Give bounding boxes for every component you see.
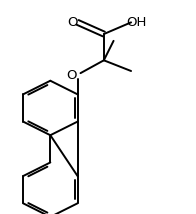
Text: OH: OH xyxy=(127,16,147,29)
Text: O: O xyxy=(67,16,77,29)
Text: O: O xyxy=(66,69,77,82)
